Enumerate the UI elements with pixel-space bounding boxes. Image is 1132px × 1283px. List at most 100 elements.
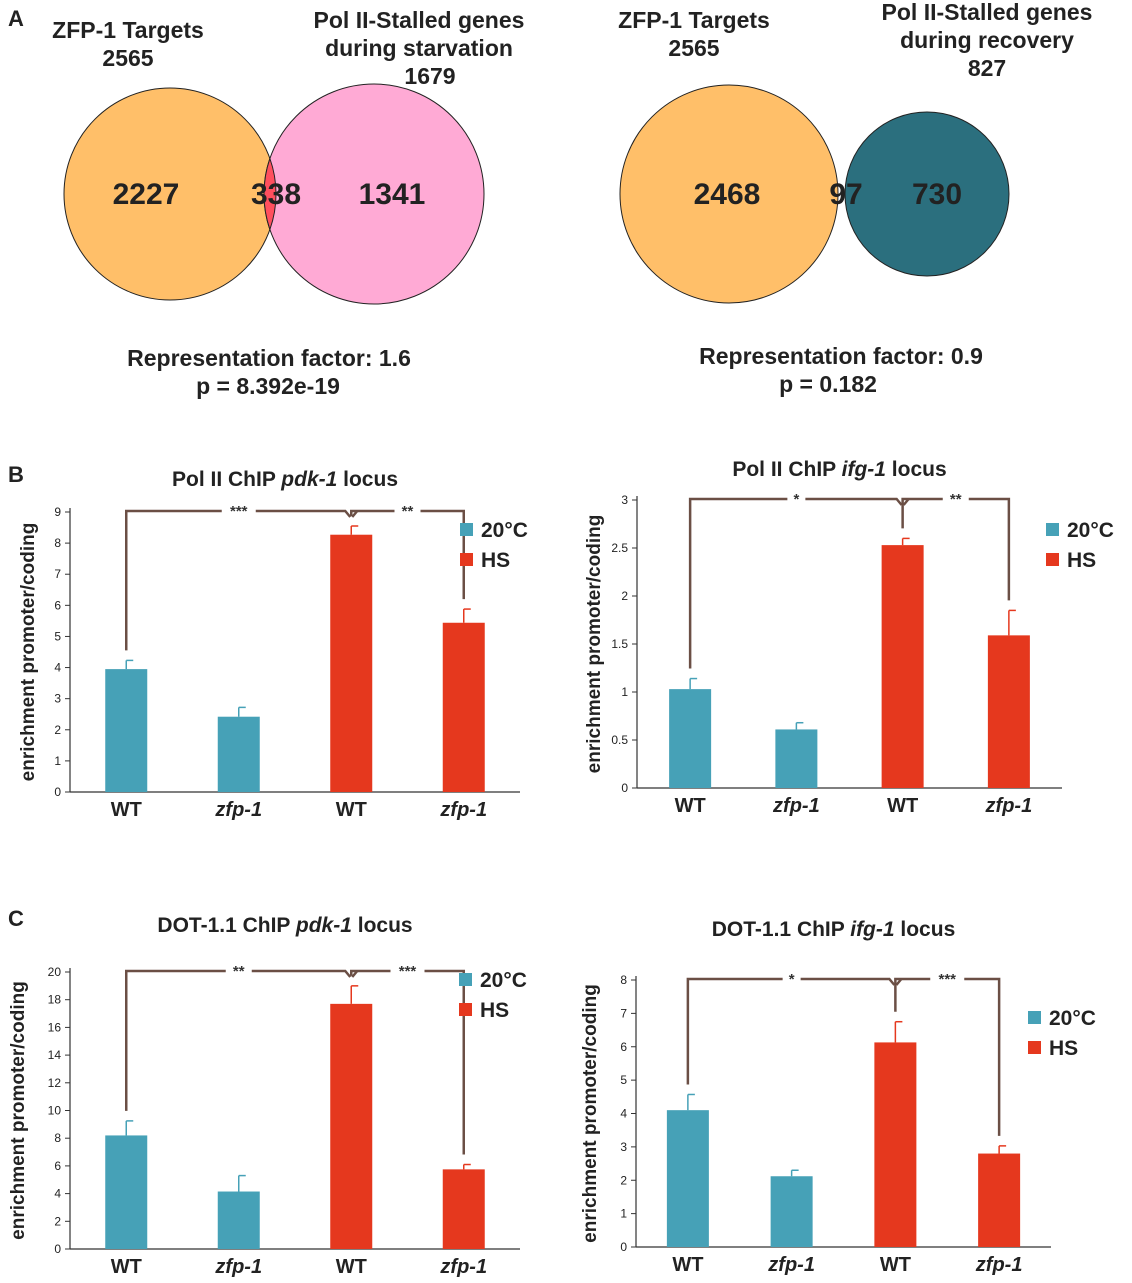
significance-label: * <box>789 971 795 988</box>
venn-right-label-line1: Pol II-Stalled genes <box>314 7 525 33</box>
venn-right-only-count: 730 <box>912 178 962 211</box>
y-axis-label: enrichment promoter/coding <box>584 515 605 774</box>
y-tick-label: 10 <box>48 1104 62 1118</box>
y-tick-label: 0 <box>54 785 61 799</box>
y-tick-label: 7 <box>620 1006 627 1020</box>
representation-factor: Representation factor: 1.6 <box>127 345 411 371</box>
legend-label: HS <box>481 549 510 572</box>
y-tick-label: 16 <box>48 1020 62 1034</box>
x-tick-label: WT <box>672 1254 703 1276</box>
venn-circle-zfp1-targets <box>619 84 839 304</box>
bar <box>770 1176 813 1247</box>
legend-swatch <box>460 553 473 566</box>
significance-label-bg <box>221 505 256 517</box>
legend-label: HS <box>1067 549 1096 572</box>
bar <box>978 1153 1021 1247</box>
panel-letter-a: A <box>8 6 24 31</box>
bar <box>442 1169 485 1249</box>
p-value: p = 8.392e-19 <box>196 373 340 399</box>
chart-dot11-pdk1: DOT-1.1 ChIP pdk-1 locus enrichment promo… <box>8 914 527 1278</box>
significance-label: ** <box>402 503 414 520</box>
chart-title: Pol II ChIP pdk-1 locus <box>172 468 398 491</box>
bar <box>217 716 260 792</box>
y-tick-label: 8 <box>54 1131 61 1145</box>
bar <box>330 1003 373 1249</box>
chart-polii-pdk1: Pol II ChIP pdk-1 locus enrichment promot… <box>18 468 528 821</box>
chart-title-suffix: locus <box>337 468 398 491</box>
significance-bracket <box>688 497 903 669</box>
y-tick-label: 3 <box>620 1140 627 1154</box>
legend-swatch <box>459 973 472 986</box>
bar <box>442 622 485 792</box>
chart-title-prefix: DOT-1.1 ChIP <box>157 914 295 937</box>
legend-swatch <box>459 1003 472 1016</box>
y-tick-label: 9 <box>54 505 61 519</box>
chart-title-gene: ifg-1 <box>850 918 894 941</box>
significance-label: ** <box>233 963 245 980</box>
bar <box>775 729 818 788</box>
y-tick-label: 4 <box>54 661 61 675</box>
bar <box>217 1191 260 1249</box>
legend-swatch <box>1028 1041 1041 1054</box>
venn-left-total: 2565 <box>102 45 153 71</box>
y-tick-label: 2 <box>54 723 61 737</box>
chart-polii-ifg1: Pol II ChIP ifg-1 locus enrichment promot… <box>584 458 1114 817</box>
significance-bracket <box>125 969 352 1111</box>
y-axis-label: enrichment promoter/coding <box>8 981 29 1240</box>
y-tick-label: 3 <box>54 692 61 706</box>
x-tick-label: zfp-1 <box>772 795 820 817</box>
significance-bracket-notch <box>351 510 359 518</box>
y-tick-label: 18 <box>48 993 62 1007</box>
significance-label-bg <box>930 973 965 985</box>
y-tick-label: 1 <box>54 754 61 768</box>
y-tick-label: 5 <box>54 629 61 643</box>
venn-overlap-starvation <box>263 156 277 232</box>
bar <box>330 534 373 792</box>
chart-title-suffix: locus <box>886 458 947 481</box>
significance-bracket-notch <box>902 498 910 506</box>
y-tick-label: 2 <box>54 1214 61 1228</box>
legend-label: 20°C <box>481 519 528 542</box>
significance-label: * <box>793 491 799 508</box>
x-tick-label: zfp-1 <box>985 795 1033 817</box>
significance-label: *** <box>399 963 417 980</box>
y-tick-label: 2 <box>620 1173 627 1187</box>
y-tick-label: 8 <box>620 973 627 987</box>
y-tick-label: 12 <box>48 1076 62 1090</box>
panel-letter-b: B <box>8 462 24 487</box>
x-tick-label: zfp-1 <box>439 1256 487 1278</box>
panel-letter-c: C <box>8 906 24 931</box>
y-tick-label: 4 <box>620 1107 627 1121</box>
p-value: p = 0.182 <box>779 371 877 397</box>
y-tick-label: 0 <box>54 1242 61 1256</box>
significance-label: *** <box>230 503 248 520</box>
bar <box>105 1135 148 1249</box>
y-tick-label: 2 <box>621 589 628 603</box>
x-tick-label: WT <box>111 799 142 821</box>
significance-label-bg <box>782 973 801 985</box>
venn-right-total: 827 <box>968 55 1006 81</box>
venn-diagram-recovery: ZFP-1 Targets 2565 Pol II-Stalled genes … <box>566 0 1092 397</box>
legend-label: 20°C <box>1067 519 1114 542</box>
bar <box>669 689 712 788</box>
venn-right-label-line2: during recovery <box>900 27 1074 53</box>
legend-swatch <box>460 523 473 536</box>
chart-title-prefix: Pol II ChIP <box>732 458 841 481</box>
bar <box>987 635 1030 788</box>
chart-title-gene: pdk-1 <box>280 468 337 491</box>
significance-label: *** <box>938 971 956 988</box>
x-tick-label: WT <box>887 795 918 817</box>
legend-label: 20°C <box>480 969 527 992</box>
venn-diagram-starvation: ZFP-1 Targets 2565 Pol II-Stalled genes … <box>52 7 525 399</box>
significance-label-bg <box>942 493 969 505</box>
bar <box>105 669 148 792</box>
y-tick-label: 6 <box>54 1159 61 1173</box>
y-tick-label: 0.5 <box>611 733 628 747</box>
venn-circle-recovery <box>844 111 1010 277</box>
bar <box>666 1110 709 1247</box>
venn-right-only-count: 1341 <box>359 178 426 211</box>
chart-title-prefix: DOT-1.1 ChIP <box>712 918 850 941</box>
venn-right-label-line2: during starvation <box>325 35 513 61</box>
venn-right-total: 1679 <box>404 63 455 89</box>
y-tick-label: 14 <box>48 1048 62 1062</box>
